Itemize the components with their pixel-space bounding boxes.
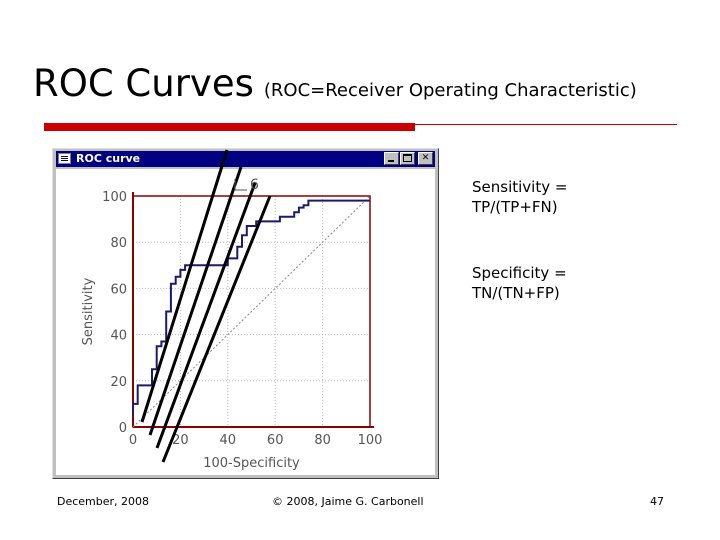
roc-curve-line	[132, 199, 370, 416]
window-title: ROC curve	[76, 152, 141, 165]
x-tick-label: 80	[314, 433, 331, 448]
y-tick-label: 60	[110, 282, 127, 297]
minimize-button[interactable]	[384, 152, 399, 165]
sensitivity-note-line1: Sensitivity =	[472, 178, 568, 196]
y-axis-label: Sensitivity	[81, 277, 96, 345]
x-tick-label: 60	[267, 433, 284, 448]
y-tick-label: 100	[102, 190, 127, 205]
x-axis-label: 100-Specificity	[203, 456, 300, 471]
slide-title-sub: (ROC=Receiver Operating Characteristic)	[263, 80, 637, 101]
roc-window[interactable]: ROC curve ✕ 0 20 40 60 80 100 0 20 40 60 80 100 10…	[52, 148, 439, 479]
maximize-button[interactable]	[400, 152, 415, 165]
specificity-note-line2: TN/(TN+FP)	[472, 284, 560, 302]
y-tick-label: 0	[119, 421, 127, 436]
y-tick-label: 40	[110, 329, 127, 344]
sensitivity-note-line2: TP/(TP+FN)	[472, 198, 558, 216]
y-tick-label: 80	[110, 236, 127, 251]
y-tick-labels: 0 20 40 60 80 100	[102, 190, 127, 436]
chart-client-area: 0 20 40 60 80 100 0 20 40 60 80 100 100-Specificit…	[56, 169, 435, 475]
specificity-note-line1: Specificity =	[472, 264, 567, 282]
sensitivity-note: Sensitivity = TP/(TP+FN)	[472, 177, 567, 217]
footer-page-number: 47	[650, 495, 664, 508]
close-button[interactable]: ✕	[418, 152, 433, 165]
x-tick-label: 100	[358, 433, 383, 448]
x-tick-labels: 0 20 40 60 80 100	[129, 433, 383, 448]
title-underline-accent	[44, 123, 415, 131]
roc-curve-group	[132, 199, 370, 416]
x-tick-label: 0	[129, 433, 137, 448]
slide-title-main: ROC Curves	[33, 62, 254, 105]
footer-date: December, 2008	[57, 495, 150, 508]
app-window-icon[interactable]	[58, 153, 71, 164]
roc-chart: 0 20 40 60 80 100 0 20 40 60 80 100 100-Specificit…	[81, 190, 383, 471]
footer-copyright: © 2008, Jaime G. Carbonell	[272, 495, 424, 508]
y-tick-label: 20	[110, 375, 127, 390]
x-tick-label: 40	[220, 433, 237, 448]
slide-title: ROC Curves (ROC=Receiver Operating Charac…	[33, 62, 637, 105]
specificity-note: Specificity = TN/(TN+FP)	[472, 263, 567, 303]
title-underline-thin	[415, 124, 677, 125]
x-tick-label: 20	[172, 433, 189, 448]
window-title-bar[interactable]: ROC curve ✕	[56, 151, 435, 167]
